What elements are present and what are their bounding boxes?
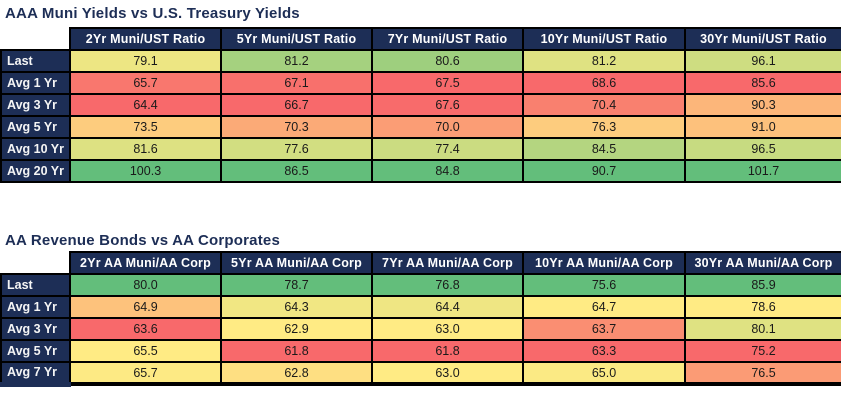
value-cell: 75.2 [684, 339, 841, 363]
row-label: Avg 1 Yr [0, 71, 71, 95]
value-cell: 86.5 [220, 159, 373, 183]
value-cell: 67.6 [371, 93, 524, 117]
value-cell: 64.7 [522, 295, 686, 319]
header-row: 2Yr AA Muni/AA Corp 5Yr AA Muni/AA Corp 7Y… [1, 251, 841, 275]
column-header: 10Yr Muni/UST Ratio [522, 27, 686, 51]
column-header: 10Yr AA Muni/AA Corp [522, 251, 686, 275]
value-cell: 65.5 [69, 339, 222, 363]
table-row: Avg 10 Yr 81.6 77.6 77.4 84.5 96.5 [0, 137, 841, 161]
table-row: Last 79.1 81.2 80.6 81.2 96.1 [0, 49, 841, 73]
value-cell: 91.0 [684, 115, 841, 139]
value-cell: 84.8 [371, 159, 524, 183]
column-header: 7Yr Muni/UST Ratio [371, 27, 524, 51]
table-row: Avg 5 Yr 65.5 61.8 61.8 63.3 75.2 [0, 339, 841, 363]
value-cell: 85.6 [684, 71, 841, 95]
value-cell: 78.7 [220, 273, 373, 297]
value-cell: 65.0 [522, 361, 686, 386]
value-cell: 64.3 [220, 295, 373, 319]
value-cell: 70.3 [220, 115, 373, 139]
value-cell: 65.7 [69, 361, 222, 386]
value-cell: 100.3 [69, 159, 222, 183]
corner-spacer [1, 28, 70, 50]
column-header: 2Yr AA Muni/AA Corp [69, 251, 222, 275]
value-cell: 90.7 [522, 159, 686, 183]
value-cell: 70.4 [522, 93, 686, 117]
table-row: Avg 5 Yr 73.5 70.3 70.0 76.3 91.0 [0, 115, 841, 139]
value-cell: 76.3 [522, 115, 686, 139]
row-label: Avg 3 Yr [0, 317, 71, 341]
value-cell: 76.5 [684, 361, 841, 386]
value-cell: 80.1 [684, 317, 841, 341]
value-cell: 77.6 [220, 137, 373, 161]
value-cell: 75.6 [522, 273, 686, 297]
table-row: Avg 7 Yr 65.7 62.8 63.0 65.0 76.5 [0, 361, 841, 387]
table-row: Avg 1 Yr 65.7 67.1 67.5 68.6 85.6 [0, 71, 841, 95]
value-cell: 70.0 [371, 115, 524, 139]
value-cell: 65.7 [69, 71, 222, 95]
value-cell: 81.6 [69, 137, 222, 161]
row-label: Avg 10 Yr [0, 137, 71, 161]
column-header: 5Yr Muni/UST Ratio [220, 27, 373, 51]
value-cell: 67.1 [220, 71, 373, 95]
table-row: Last 80.0 78.7 76.8 75.6 85.9 [0, 273, 841, 297]
row-label: Last [0, 273, 71, 297]
row-label: Avg 20 Yr [0, 159, 71, 183]
value-cell: 63.0 [371, 361, 524, 386]
value-cell: 67.5 [371, 71, 524, 95]
value-cell: 80.6 [371, 49, 524, 73]
value-cell: 63.0 [371, 317, 524, 341]
value-cell: 63.6 [69, 317, 222, 341]
value-cell: 81.2 [220, 49, 373, 73]
value-cell: 61.8 [371, 339, 524, 363]
column-header: 30Yr AA Muni/AA Corp [684, 251, 841, 275]
value-cell: 78.6 [684, 295, 841, 319]
value-cell: 90.3 [684, 93, 841, 117]
row-label: Avg 7 Yr [0, 361, 71, 387]
value-cell: 96.5 [684, 137, 841, 161]
value-cell: 85.9 [684, 273, 841, 297]
value-cell: 63.7 [522, 317, 686, 341]
value-cell: 64.4 [371, 295, 524, 319]
table-title-muni-vs-treasury: AAA Muni Yields vs U.S. Treasury Yields [5, 5, 300, 22]
value-cell: 76.8 [371, 273, 524, 297]
heatmap-table-1: 2Yr AA Muni/AA Corp 5Yr AA Muni/AA Corp 7Y… [0, 251, 841, 387]
value-cell: 73.5 [69, 115, 222, 139]
heatmap-table-0: 2Yr Muni/UST Ratio 5Yr Muni/UST Ratio 7Yr … [0, 27, 841, 183]
value-cell: 81.2 [522, 49, 686, 73]
value-cell: 64.9 [69, 295, 222, 319]
table-row: Avg 20 Yr 100.3 86.5 84.8 90.7 101.7 [0, 159, 841, 183]
column-header: 7Yr AA Muni/AA Corp [371, 251, 524, 275]
value-cell: 84.5 [522, 137, 686, 161]
column-header: 30Yr Muni/UST Ratio [684, 27, 841, 51]
value-cell: 80.0 [69, 273, 222, 297]
row-label: Last [0, 49, 71, 73]
row-label: Avg 5 Yr [0, 115, 71, 139]
table-row: Avg 1 Yr 64.9 64.3 64.4 64.7 78.6 [0, 295, 841, 319]
value-cell: 79.1 [69, 49, 222, 73]
row-label: Avg 1 Yr [0, 295, 71, 319]
table-row: Avg 3 Yr 64.4 66.7 67.6 70.4 90.3 [0, 93, 841, 117]
table-title-revenue-vs-corporates: AA Revenue Bonds vs AA Corporates [5, 232, 280, 249]
value-cell: 64.4 [69, 93, 222, 117]
value-cell: 96.1 [684, 49, 841, 73]
value-cell: 101.7 [684, 159, 841, 183]
value-cell: 77.4 [371, 137, 524, 161]
value-cell: 66.7 [220, 93, 373, 117]
row-label: Avg 5 Yr [0, 339, 71, 363]
corner-spacer [1, 252, 70, 274]
column-header: 5Yr AA Muni/AA Corp [220, 251, 373, 275]
value-cell: 68.6 [522, 71, 686, 95]
column-header: 2Yr Muni/UST Ratio [69, 27, 222, 51]
table-row: Avg 3 Yr 63.6 62.9 63.0 63.7 80.1 [0, 317, 841, 341]
value-cell: 62.9 [220, 317, 373, 341]
header-row: 2Yr Muni/UST Ratio 5Yr Muni/UST Ratio 7Yr … [1, 27, 841, 51]
value-cell: 61.8 [220, 339, 373, 363]
row-label: Avg 3 Yr [0, 93, 71, 117]
value-cell: 63.3 [522, 339, 686, 363]
value-cell: 62.8 [220, 361, 373, 386]
